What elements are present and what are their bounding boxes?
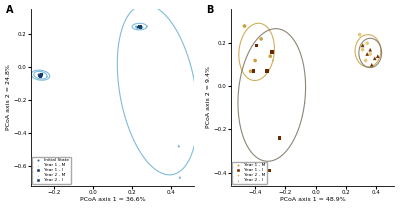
- Point: [137, 25, 143, 28]
- Point: [136, 25, 143, 28]
- Point: [36, 73, 42, 77]
- Point: [135, 26, 141, 29]
- Point: [39, 72, 45, 76]
- Point: [367, 48, 374, 51]
- Point: [38, 74, 44, 78]
- Point: [134, 26, 141, 29]
- Point: [37, 75, 44, 78]
- Point: [37, 72, 43, 76]
- Point: [360, 48, 366, 51]
- Point: [241, 24, 248, 28]
- Point: [247, 70, 254, 73]
- X-axis label: PCoA axis 1 = 48.9%: PCoA axis 1 = 48.9%: [280, 197, 346, 202]
- Point: [137, 26, 143, 29]
- Legend: Year 1 - M, Year 1 - I, Year 2 - M, Year 2 - I: Year 1 - M, Year 1 - I, Year 2 - M, Year…: [232, 161, 267, 184]
- Point: [372, 57, 378, 60]
- Point: [135, 25, 142, 28]
- Text: B: B: [206, 5, 214, 15]
- X-axis label: PCoA axis 1 = 36.6%: PCoA axis 1 = 36.6%: [80, 197, 146, 202]
- Point: [38, 74, 45, 77]
- Point: [368, 63, 375, 67]
- Point: [136, 25, 142, 28]
- Point: [367, 52, 374, 56]
- Point: [250, 70, 257, 73]
- Point: [38, 73, 44, 77]
- Y-axis label: PCoA axis 2 = 24.8%: PCoA axis 2 = 24.8%: [6, 64, 10, 130]
- Point: [138, 25, 145, 28]
- Point: [138, 26, 144, 29]
- Point: [364, 42, 370, 45]
- Y-axis label: PCoA axis 2 = 9.4%: PCoA axis 2 = 9.4%: [206, 66, 210, 128]
- Point: [138, 26, 144, 29]
- Point: [276, 136, 282, 140]
- Point: [364, 52, 370, 56]
- Text: A: A: [6, 5, 14, 15]
- Point: [36, 74, 43, 77]
- Point: [266, 169, 272, 172]
- Point: [38, 73, 45, 77]
- Point: [254, 44, 260, 47]
- Point: [374, 54, 381, 58]
- Point: [38, 73, 44, 76]
- Point: [356, 33, 363, 36]
- Point: [136, 24, 142, 28]
- Point: [268, 50, 275, 53]
- Point: [176, 144, 182, 147]
- Point: [177, 176, 183, 179]
- Point: [258, 37, 264, 41]
- Point: [136, 25, 143, 28]
- Point: [360, 44, 366, 47]
- Legend: Initial State, Year 1 - M, Year 1 - I, Year 2 - M, Year 2 - I: Initial State, Year 1 - M, Year 1 - I, Y…: [32, 156, 71, 184]
- Point: [135, 25, 141, 28]
- Point: [134, 25, 140, 28]
- Point: [139, 25, 146, 28]
- Point: [360, 44, 366, 47]
- Point: [133, 24, 139, 28]
- Point: [362, 59, 369, 62]
- Point: [36, 74, 43, 78]
- Point: [137, 24, 144, 28]
- Point: [252, 59, 258, 62]
- Point: [267, 54, 274, 58]
- Point: [264, 70, 270, 73]
- Point: [38, 75, 44, 78]
